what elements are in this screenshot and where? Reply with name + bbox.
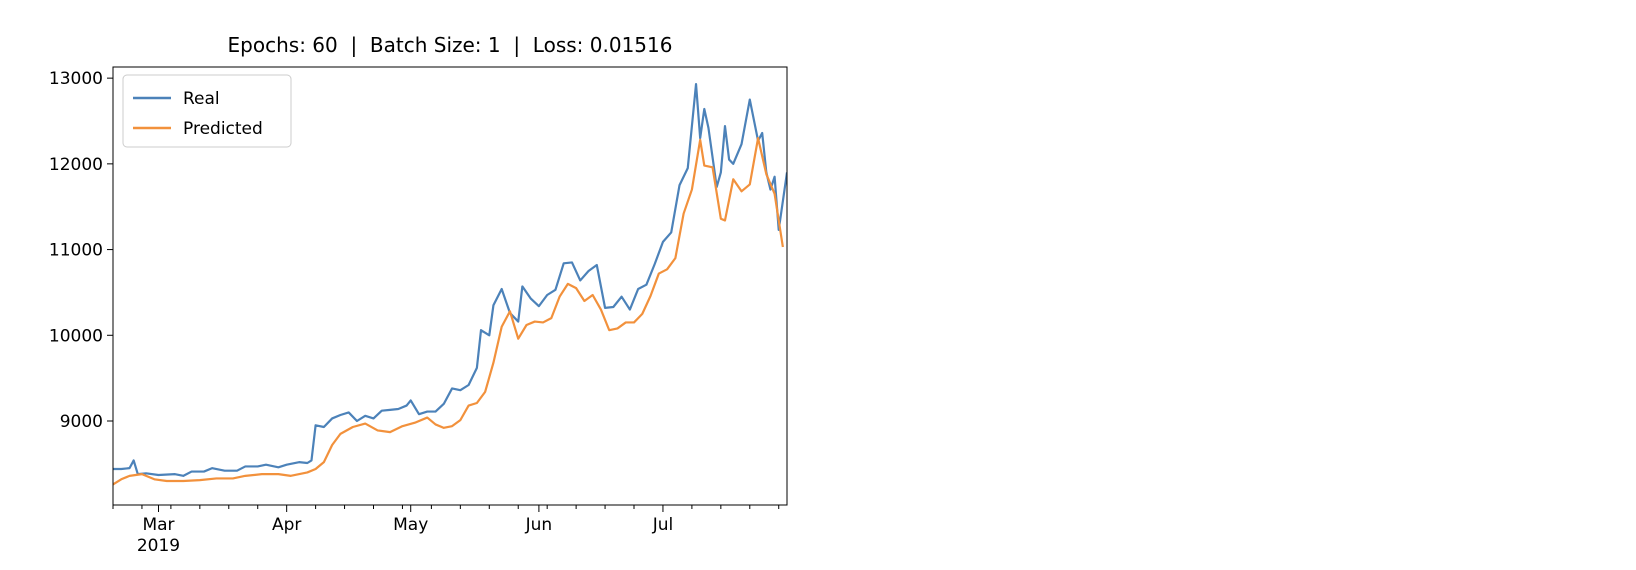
series-line-real xyxy=(113,83,787,477)
x-tick-label: May xyxy=(393,515,428,535)
y-tick-label: 12000 xyxy=(49,155,103,175)
y-tick-label: 9000 xyxy=(60,412,103,432)
y-axis: 9000 10000 11000 12000 13000 xyxy=(49,69,113,432)
y-tick-label: 10000 xyxy=(49,326,103,346)
y-tick-label: 13000 xyxy=(49,69,103,89)
x-tick-label: Mar xyxy=(142,515,174,535)
chart-title: Epochs: 60 | Batch Size: 1 | Loss: 0.015… xyxy=(228,33,673,57)
x-tick-label: Apr xyxy=(272,515,301,535)
series-layer xyxy=(113,83,787,486)
series-line-predicted xyxy=(113,137,784,486)
plot-frame xyxy=(112,66,788,506)
x-tick-label: Jul xyxy=(652,515,674,535)
legend-label-predicted: Predicted xyxy=(183,119,263,139)
x-tick-sublabel: 2019 xyxy=(137,536,180,556)
x-tick-label: Jun xyxy=(525,515,553,535)
legend-label-real: Real xyxy=(183,89,220,109)
legend: Real Predicted xyxy=(122,74,292,148)
y-tick-label: 11000 xyxy=(49,241,103,261)
